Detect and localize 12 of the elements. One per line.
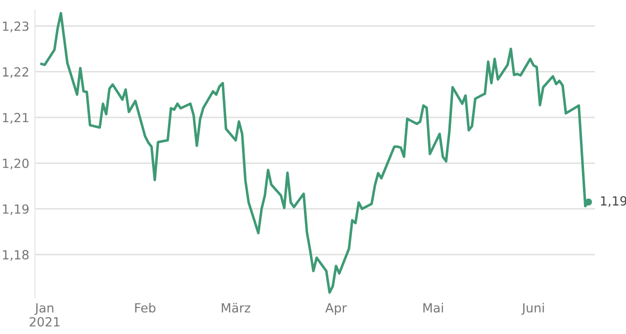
- x-tick-label: Juni: [521, 302, 544, 315]
- y-tick-label: 1,19: [2, 204, 29, 216]
- y-tick-label: 1,22: [2, 67, 28, 78]
- x-tick-label: Apr: [325, 303, 347, 315]
- x-tick-label: März: [222, 302, 250, 313]
- x-tick-label: Mai: [423, 302, 443, 313]
- y-tick-label: 1,23: [2, 21, 28, 32]
- x-tick-label: Jan 2021: [30, 303, 60, 327]
- y-tick-label: 1,20: [2, 158, 29, 170]
- y-tick-label: 1,18: [2, 250, 29, 261]
- y-tick-label: 1,21: [2, 112, 28, 124]
- x-tick-label: Feb: [135, 302, 156, 313]
